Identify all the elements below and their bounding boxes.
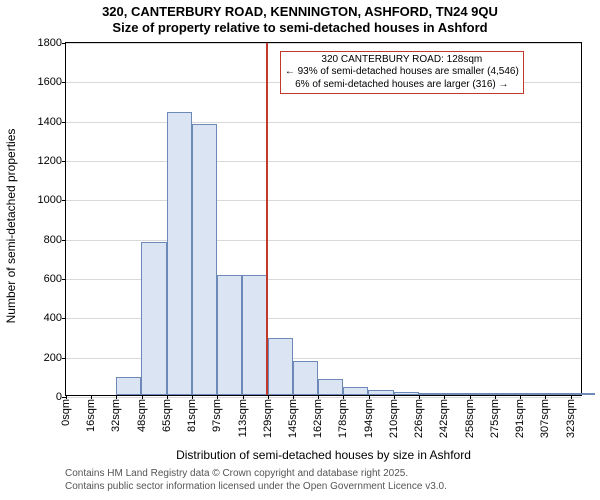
histogram-bar <box>242 275 267 395</box>
footer-line-1: Contains HM Land Registry data © Crown c… <box>65 468 447 481</box>
histogram-bar <box>545 393 570 395</box>
histogram-bar <box>268 338 293 395</box>
annotation-line-2: ← 93% of semi-detached houses are smalle… <box>285 66 519 79</box>
xtick-label: 0sqm <box>60 395 72 426</box>
chart-container: 320, CANTERBURY ROAD, KENNINGTON, ASHFOR… <box>0 0 600 500</box>
footer-attribution: Contains HM Land Registry data © Crown c… <box>65 468 447 493</box>
xtick-label: 48sqm <box>136 395 148 432</box>
ytick-label: 1400 <box>38 116 66 128</box>
xtick-label: 65sqm <box>161 395 173 432</box>
histogram-bar <box>469 393 494 395</box>
xtick-label: 323sqm <box>565 395 577 438</box>
ytick-label: 1800 <box>38 37 66 49</box>
x-axis-label: Distribution of semi-detached houses by … <box>65 448 582 462</box>
annotation-line-3: 6% of semi-detached houses are larger (3… <box>285 79 519 92</box>
plot-area: 0200400600800100012001400160018000sqm16s… <box>65 42 582 396</box>
histogram-bar <box>394 392 419 395</box>
xtick-label: 307sqm <box>539 395 551 438</box>
histogram-bar <box>495 393 520 395</box>
xtick-label: 242sqm <box>438 395 450 438</box>
xtick-label: 226sqm <box>413 395 425 438</box>
histogram-bar <box>570 393 595 395</box>
gridline <box>66 43 581 44</box>
annotation-line-1: 320 CANTERBURY ROAD: 128sqm <box>285 54 519 67</box>
xtick-label: 129sqm <box>262 395 274 438</box>
ytick-label: 600 <box>44 273 66 285</box>
gridline <box>66 161 581 162</box>
gridline <box>66 200 581 201</box>
histogram-bar <box>368 390 393 395</box>
xtick-label: 113sqm <box>237 395 249 437</box>
footer-line-2: Contains public sector information licen… <box>65 481 447 494</box>
histogram-bar <box>116 377 141 395</box>
histogram-bar <box>192 124 217 395</box>
ytick-label: 400 <box>44 312 66 324</box>
histogram-bar <box>167 112 192 395</box>
xtick-label: 32sqm <box>110 395 122 432</box>
chart-title: 320, CANTERBURY ROAD, KENNINGTON, ASHFOR… <box>0 4 600 37</box>
xtick-label: 81sqm <box>186 395 198 432</box>
histogram-bar <box>217 275 242 395</box>
annotation-box: 320 CANTERBURY ROAD: 128sqm← 93% of semi… <box>280 51 524 95</box>
histogram-bar <box>293 361 318 395</box>
xtick-label: 178sqm <box>337 395 349 438</box>
title-line-1: 320, CANTERBURY ROAD, KENNINGTON, ASHFOR… <box>0 4 600 20</box>
ytick-label: 800 <box>44 234 66 246</box>
histogram-bar <box>419 393 444 395</box>
gridline <box>66 122 581 123</box>
histogram-bar <box>343 387 368 395</box>
xtick-label: 258sqm <box>464 395 476 438</box>
histogram-bar <box>318 379 343 395</box>
reference-line <box>266 43 268 395</box>
xtick-label: 16sqm <box>85 395 97 432</box>
gridline <box>66 240 581 241</box>
histogram-bar <box>520 393 545 395</box>
ytick-label: 1600 <box>38 76 66 88</box>
xtick-label: 97sqm <box>211 395 223 432</box>
title-line-2: Size of property relative to semi-detach… <box>0 20 600 36</box>
xtick-label: 210sqm <box>388 395 400 438</box>
ytick-label: 1200 <box>38 155 66 167</box>
ytick-label: 200 <box>44 352 66 364</box>
xtick-label: 162sqm <box>312 395 324 438</box>
xtick-label: 145sqm <box>287 395 299 438</box>
xtick-label: 194sqm <box>363 395 375 438</box>
xtick-label: 291sqm <box>514 395 526 438</box>
histogram-bar <box>444 393 469 395</box>
ytick-label: 1000 <box>38 194 66 206</box>
xtick-label: 275sqm <box>489 395 501 438</box>
histogram-bar <box>141 242 166 395</box>
y-axis-label: Number of semi-detached properties <box>4 49 18 403</box>
